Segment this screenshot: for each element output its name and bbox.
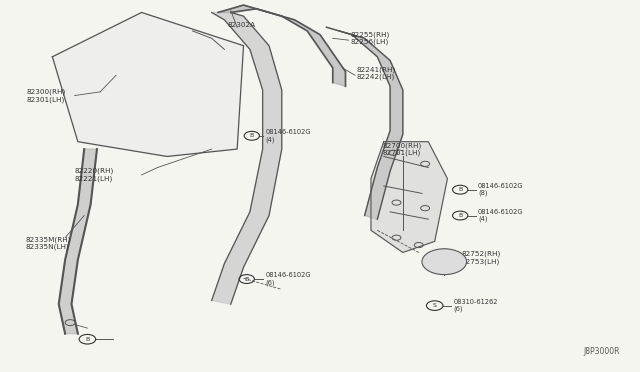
Text: 08146-6102G
(4): 08146-6102G (4) (266, 129, 311, 142)
Text: 82241(RH)
82242(LH): 82241(RH) 82242(LH) (357, 66, 396, 80)
Text: 82300(RH)
82301(LH): 82300(RH) 82301(LH) (27, 89, 66, 103)
Text: 08310-61262
(6): 08310-61262 (6) (454, 299, 499, 312)
Text: 82255(RH)
82256(LH): 82255(RH) 82256(LH) (351, 31, 390, 45)
Polygon shape (326, 27, 403, 219)
Text: 82700(RH)
82701(LH): 82700(RH) 82701(LH) (383, 142, 422, 156)
Text: B: B (250, 133, 254, 138)
Polygon shape (59, 149, 97, 334)
Polygon shape (218, 5, 346, 86)
Text: S: S (433, 303, 436, 308)
Text: 08146-6102G
(8): 08146-6102G (8) (478, 183, 524, 196)
Text: 82752(RH)
82753(LH): 82752(RH) 82753(LH) (461, 251, 500, 265)
Text: B: B (458, 187, 462, 192)
Text: B: B (458, 213, 462, 218)
Polygon shape (371, 142, 447, 253)
Text: B: B (244, 276, 249, 282)
Text: B: B (85, 337, 90, 342)
Polygon shape (52, 13, 244, 157)
Text: 82302A: 82302A (228, 22, 256, 28)
Text: J8P3000R: J8P3000R (583, 347, 620, 356)
Text: 08146-6102G
(4): 08146-6102G (4) (478, 209, 524, 222)
Text: 08146-6102G
(6): 08146-6102G (6) (266, 272, 311, 286)
Circle shape (422, 249, 467, 275)
Text: 82220(RH)
82221(LH): 82220(RH) 82221(LH) (75, 168, 114, 182)
Text: 82335M(RH)
82335N(LH): 82335M(RH) 82335N(LH) (26, 236, 71, 250)
Polygon shape (212, 13, 282, 304)
